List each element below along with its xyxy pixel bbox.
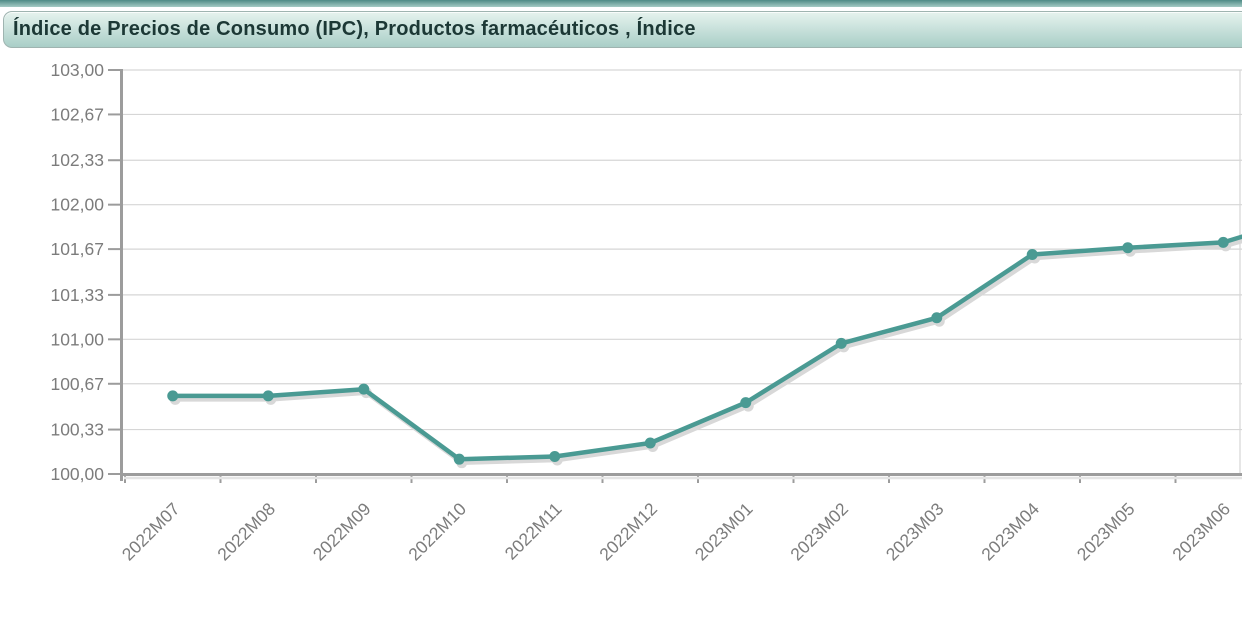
y-axis-label: 100,67 (50, 374, 104, 394)
x-axis-label: 2023M03 (882, 499, 948, 565)
y-axis-label: 102,33 (50, 150, 104, 170)
x-axis-label: 2022M12 (595, 499, 661, 565)
x-axis-label: 2023M02 (786, 499, 852, 565)
page-title: Índice de Precios de Consumo (IPC), Prod… (13, 18, 696, 40)
x-axis-label: 2023M04 (977, 499, 1043, 565)
y-axis-label: 101,33 (50, 285, 104, 305)
x-axis-label: 2022M10 (404, 499, 470, 565)
data-point[interactable] (167, 390, 179, 402)
chart-title-bar: Índice de Precios de Consumo (IPC), Prod… (3, 11, 1242, 48)
data-point[interactable] (644, 437, 656, 449)
y-axis-label: 102,00 (50, 195, 104, 215)
data-point[interactable] (740, 397, 752, 409)
y-axis-label: 100,00 (50, 464, 104, 484)
data-point[interactable] (358, 383, 370, 395)
y-axis-label: 102,67 (50, 104, 104, 124)
y-axis-label: 103,00 (50, 60, 104, 80)
y-axis-label: 100,33 (50, 420, 104, 440)
x-axis-label: 2022M09 (309, 499, 375, 565)
x-axis-label: 2022M11 (501, 499, 566, 564)
data-point[interactable] (549, 450, 561, 462)
x-axis-label: 2022M08 (213, 499, 279, 565)
data-point[interactable] (1122, 242, 1134, 254)
x-axis-label: 2023M05 (1073, 499, 1139, 565)
data-point[interactable] (453, 453, 465, 465)
data-point[interactable] (835, 337, 847, 349)
y-axis-label: 101,00 (50, 329, 104, 349)
y-axis-label: 101,67 (50, 239, 104, 259)
x-axis-label: 2023M06 (1168, 499, 1234, 565)
x-axis-label: 2022M07 (118, 499, 184, 565)
data-point[interactable] (931, 312, 943, 324)
x-axis-label: 2023M01 (691, 499, 757, 565)
data-point[interactable] (262, 390, 274, 402)
data-point[interactable] (1217, 236, 1229, 248)
top-accent-bar (0, 0, 1242, 7)
data-point[interactable] (1026, 248, 1038, 260)
